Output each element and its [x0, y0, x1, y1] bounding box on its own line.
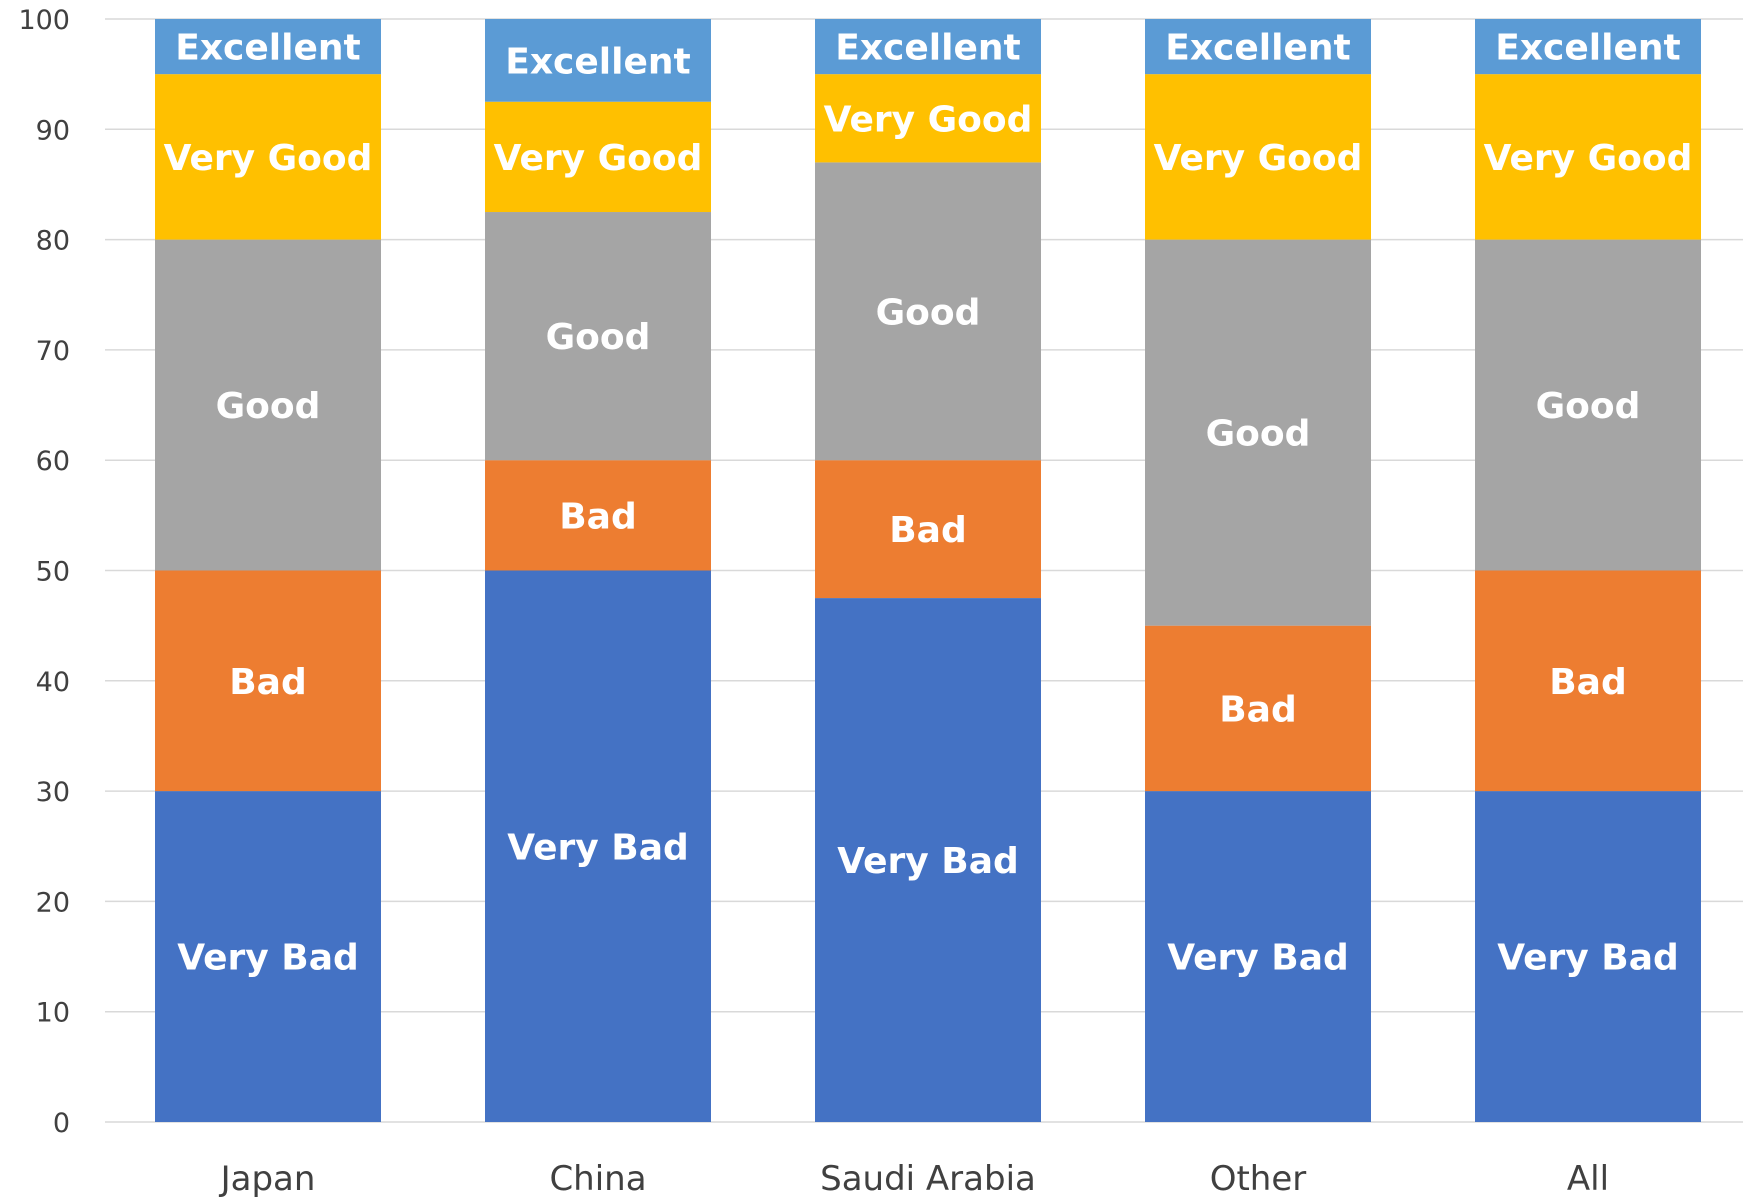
segment-label: Excellent — [505, 41, 691, 82]
y-axis-tick-labels: 0 10 20 30 40 50 60 70 80 90 100 — [18, 5, 70, 1139]
bar-segment-bad — [1475, 570, 1701, 792]
bar-segment-excellent — [815, 19, 1041, 75]
y-tick-label: 20 — [36, 887, 70, 918]
segment-label: Bad — [1549, 662, 1627, 703]
segment-label: Good — [876, 292, 981, 333]
segment-label: Good — [546, 317, 651, 358]
bar-segment-very-good — [1145, 74, 1371, 240]
x-category-label: China — [549, 1159, 646, 1199]
bar-segment-very-bad — [1475, 791, 1701, 1122]
segment-label: Excellent — [1165, 28, 1351, 69]
bar-segment-very-bad — [155, 791, 381, 1122]
bar-segment-excellent — [485, 19, 711, 102]
bar-segment-bad — [485, 460, 711, 571]
bar-segment-good — [1475, 239, 1701, 571]
y-tick-label: 40 — [36, 667, 70, 698]
segment-labels: Very Bad Bad Good Very Good Excellent Very Ba… — [164, 28, 1693, 979]
segment-label: Good — [1206, 414, 1311, 455]
segment-label: Very Good — [824, 99, 1033, 140]
y-tick-label: 60 — [36, 446, 70, 477]
segment-label: Excellent — [1495, 28, 1681, 69]
segment-label: Very Good — [164, 138, 373, 179]
x-category-label: Other — [1210, 1159, 1307, 1199]
bar-segment-bad — [815, 460, 1041, 599]
y-tick-label: 70 — [36, 336, 70, 367]
bar-segment-very-bad — [815, 598, 1041, 1122]
segment-label: Good — [216, 386, 321, 427]
segment-label: Very Good — [1484, 138, 1693, 179]
segment-label: Very Bad — [507, 827, 689, 868]
bar-segment-good — [155, 239, 381, 571]
y-tick-label: 100 — [18, 5, 70, 36]
y-tick-label: 90 — [36, 115, 70, 146]
bar-segment-excellent — [1145, 19, 1371, 75]
x-axis-category-labels: Japan China Saudi Arabia Other All — [219, 1159, 1609, 1199]
segment-label: Excellent — [835, 28, 1021, 69]
y-tick-label: 30 — [36, 777, 70, 808]
segment-label: Bad — [229, 662, 307, 703]
bar-segment-bad — [1145, 625, 1371, 792]
segment-label: Very Good — [1154, 138, 1363, 179]
bar-segment-good — [815, 162, 1041, 461]
x-category-label: Saudi Arabia — [820, 1159, 1036, 1199]
bar-segment-very-good — [155, 74, 381, 240]
bar-segment-very-good — [1475, 74, 1701, 240]
segment-label: Good — [1536, 386, 1641, 427]
bar-segment-very-good — [485, 101, 711, 213]
bar-segment-very-bad — [485, 570, 711, 1122]
y-tick-label: 50 — [36, 557, 70, 588]
x-category-label: All — [1567, 1159, 1609, 1199]
segment-label: Excellent — [175, 28, 361, 69]
x-category-label: Japan — [219, 1159, 316, 1199]
bar-segment-excellent — [1475, 19, 1701, 75]
segment-label: Very Bad — [837, 841, 1019, 882]
bars — [155, 19, 1701, 1122]
segment-label: Very Bad — [1167, 938, 1349, 979]
bar-segment-good — [485, 212, 711, 461]
y-tick-label: 80 — [36, 226, 70, 257]
segment-label: Very Bad — [1497, 938, 1679, 979]
bar-segment-bad — [155, 570, 381, 792]
bar-segment-very-good — [815, 74, 1041, 163]
segment-label: Very Good — [494, 138, 703, 179]
bar-segment-excellent — [155, 19, 381, 75]
bar-segment-good — [1145, 239, 1371, 626]
segment-label: Bad — [889, 510, 967, 551]
segment-label: Bad — [559, 496, 637, 537]
segment-label: Bad — [1219, 689, 1297, 730]
y-tick-label: 0 — [53, 1108, 70, 1139]
y-tick-label: 10 — [36, 998, 70, 1029]
bar-segment-very-bad — [1145, 791, 1371, 1122]
segment-label: Very Bad — [177, 938, 359, 979]
